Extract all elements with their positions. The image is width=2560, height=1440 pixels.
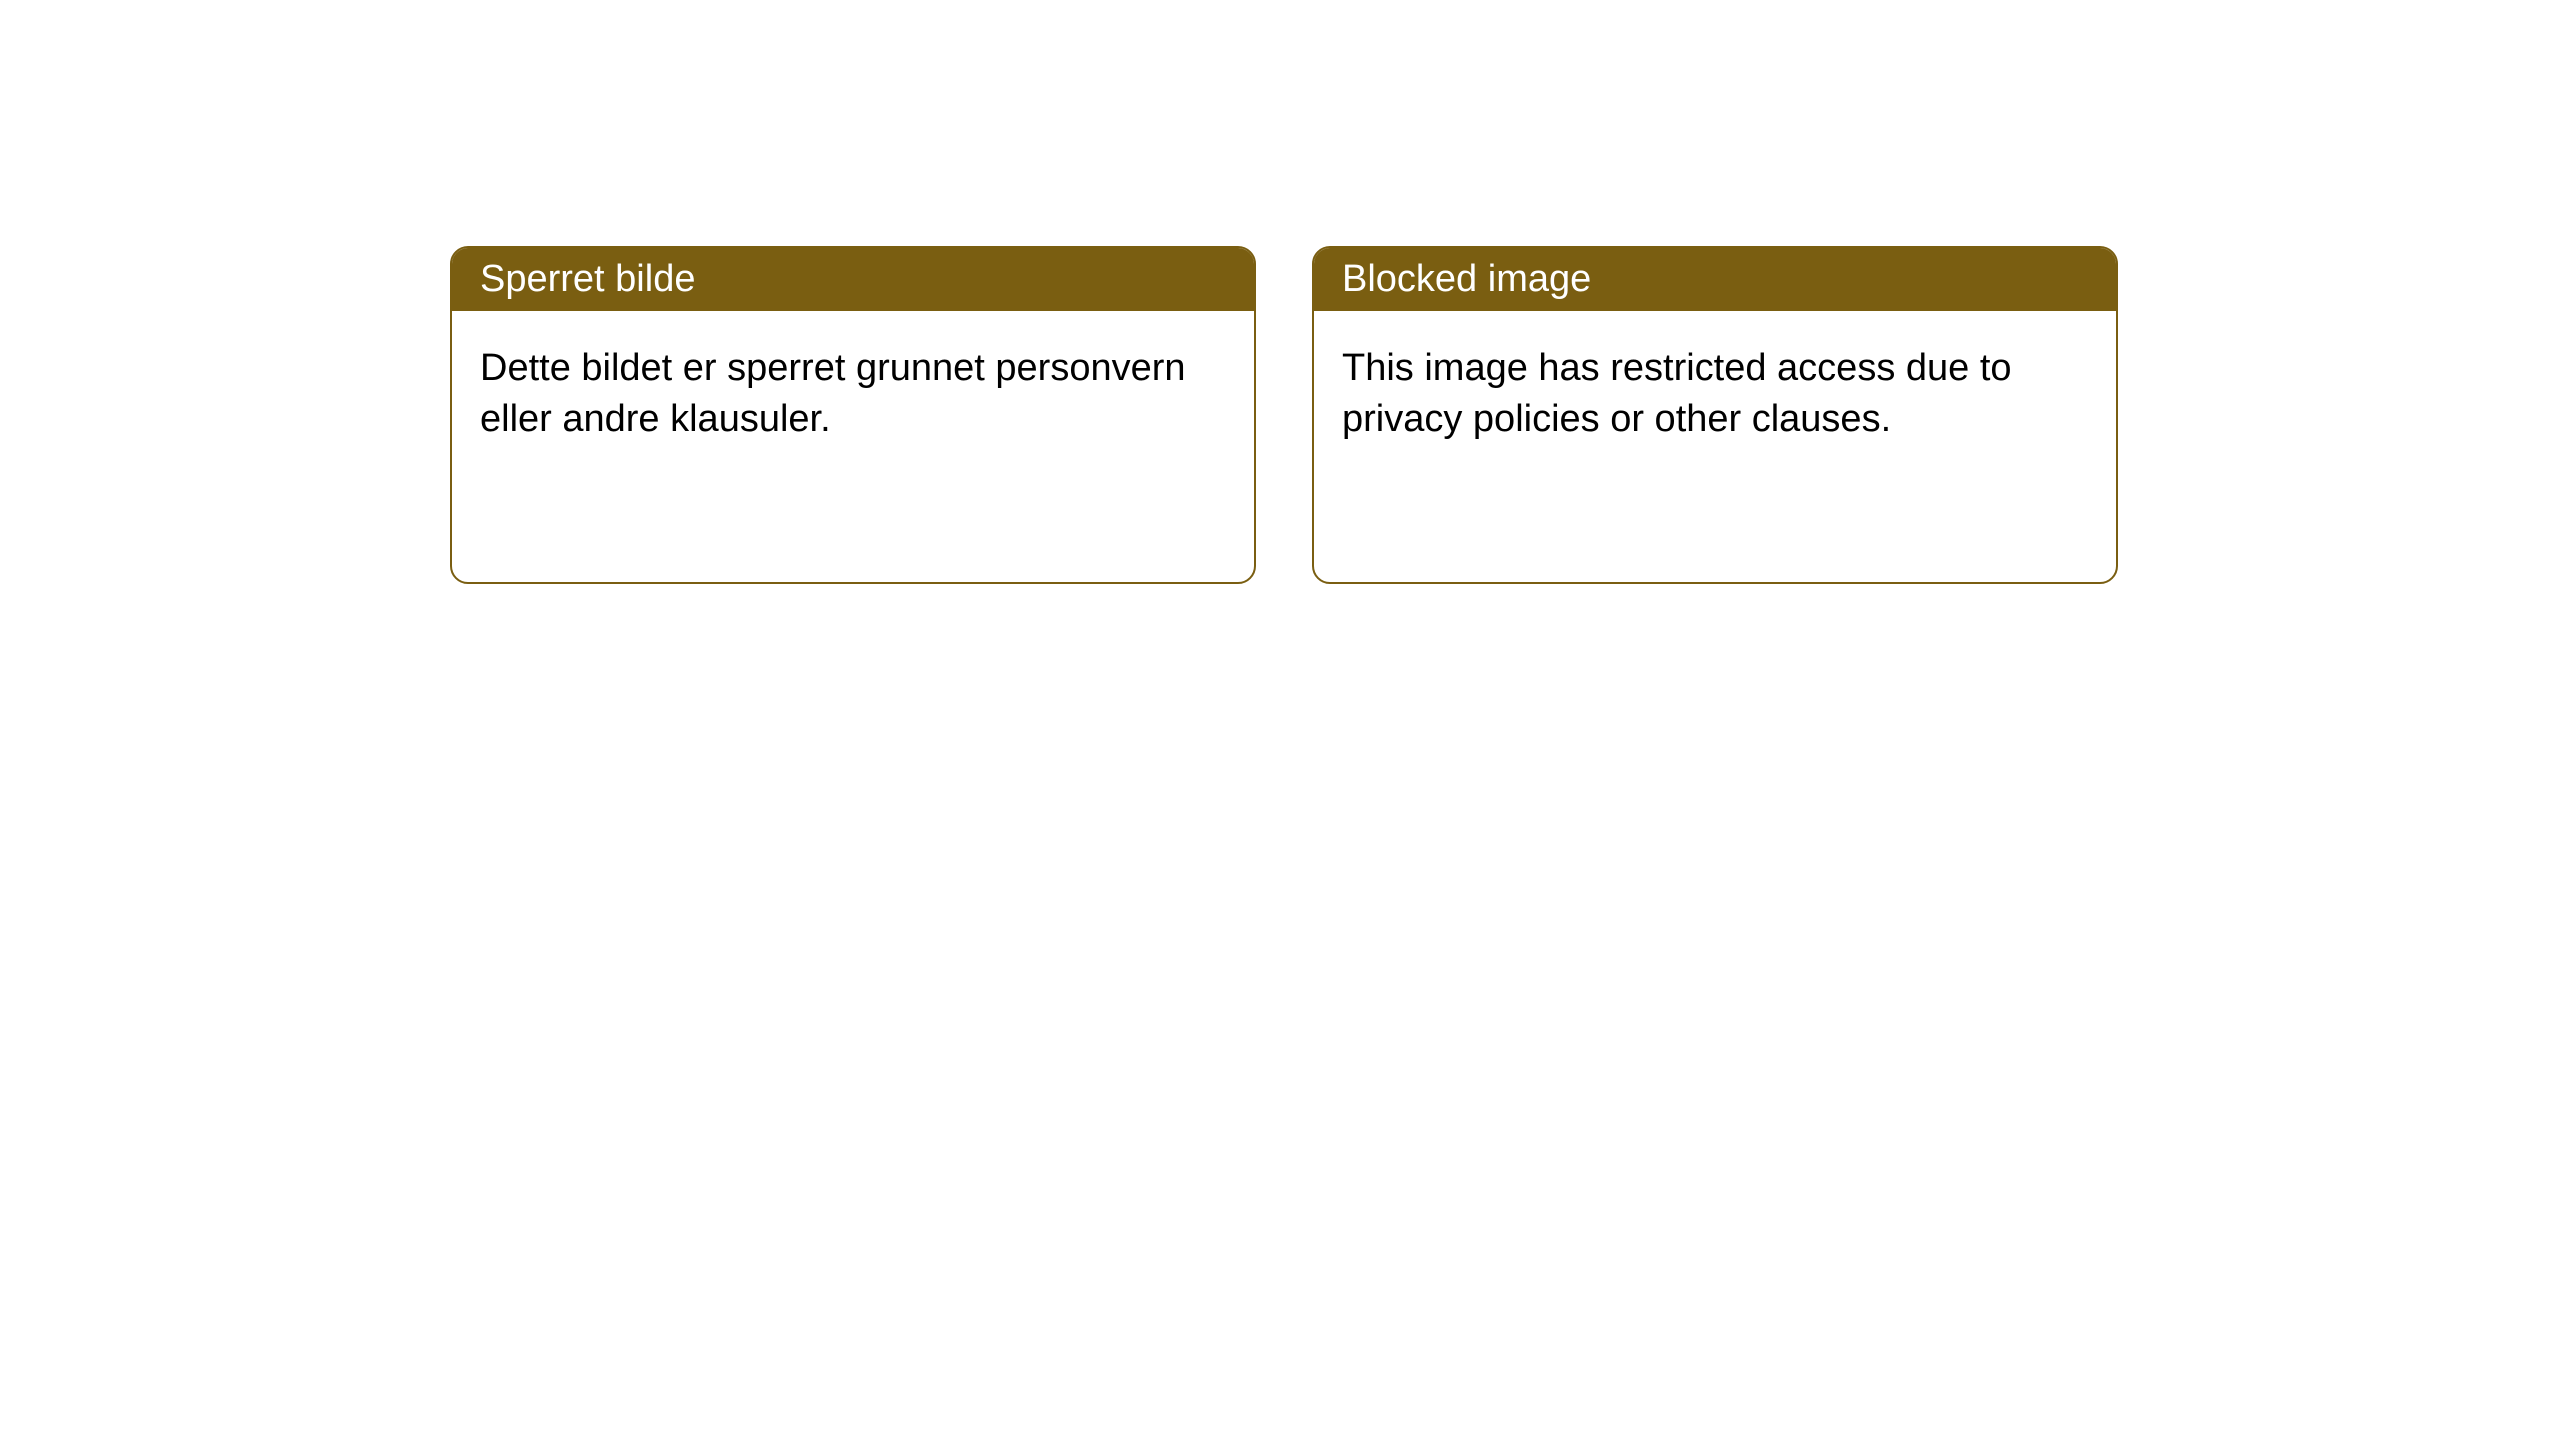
notice-container: Sperret bilde Dette bildet er sperret gr… — [0, 0, 2560, 584]
blocked-image-card-no: Sperret bilde Dette bildet er sperret gr… — [450, 246, 1256, 584]
card-title: Blocked image — [1314, 248, 2116, 311]
card-title: Sperret bilde — [452, 248, 1254, 311]
card-body: Dette bildet er sperret grunnet personve… — [452, 311, 1254, 478]
card-body: This image has restricted access due to … — [1314, 311, 2116, 478]
blocked-image-card-en: Blocked image This image has restricted … — [1312, 246, 2118, 584]
